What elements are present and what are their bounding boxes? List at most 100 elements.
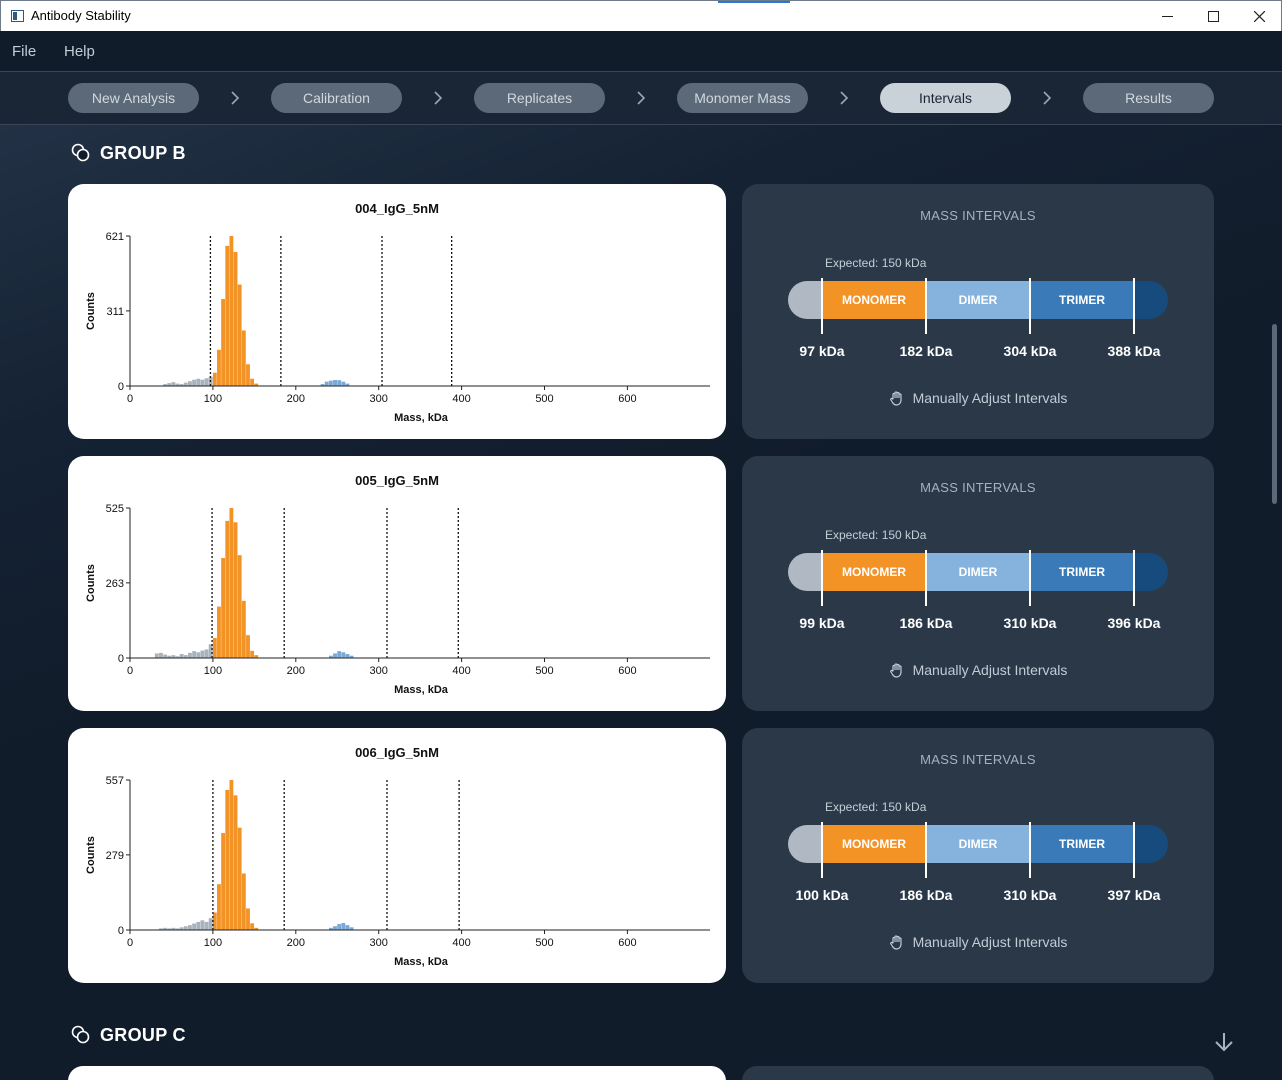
histogram-bar [320, 384, 325, 386]
manually-adjust-intervals-button[interactable]: Manually Adjust Intervals [742, 390, 1214, 406]
monomer-segment: MONOMER [822, 825, 926, 863]
mass-intervals-heading: MASS INTERVALS [920, 208, 1036, 223]
histogram-bar [241, 873, 246, 930]
y-ticks: 0 263 525 [106, 503, 130, 665]
maximize-button[interactable] [1190, 1, 1236, 32]
histogram-bar [328, 655, 333, 658]
interval-handle[interactable] [821, 550, 823, 606]
expected-mass-label: Expected: 150 kDa [825, 528, 927, 542]
histogram-bars [159, 780, 354, 930]
chart-card: 005_IgG_5nM 0 263 525 0 100 200 300 400 500 600 … [68, 456, 726, 711]
y-ticks: 0 279 557 [106, 775, 130, 937]
step-intervals[interactable]: Intervals [880, 83, 1011, 113]
histogram-bar [183, 655, 188, 658]
interval-value: 388 kDa [1107, 343, 1161, 359]
histogram-bar [328, 927, 333, 930]
workflow-stepper: New Analysis Calibration Replicates Mono… [0, 72, 1282, 125]
x-tick-label: 400 [452, 393, 470, 405]
hand-icon [889, 935, 902, 950]
close-button[interactable] [1236, 1, 1282, 32]
interval-handle[interactable] [925, 550, 927, 606]
scroll-down-arrow-icon[interactable] [1212, 1030, 1236, 1054]
menu-help[interactable]: Help [64, 43, 95, 60]
histogram-bar [345, 925, 350, 930]
app-icon [11, 10, 24, 22]
histogram-bar [196, 652, 201, 658]
adjust-label: Manually Adjust Intervals [912, 390, 1068, 406]
manually-adjust-intervals-button[interactable]: Manually Adjust Intervals [742, 662, 1214, 678]
chart-title: 004_IgG_5nM [355, 201, 439, 216]
menu-file[interactable]: File [12, 43, 37, 60]
histogram-bar [204, 378, 209, 386]
interval-handle[interactable] [925, 278, 927, 334]
histogram-bar [179, 927, 184, 930]
chart-card-partial [68, 1066, 726, 1080]
histogram-bar [225, 520, 230, 658]
interval-handle[interactable] [821, 278, 823, 334]
histogram-bar [341, 922, 346, 930]
interval-handle[interactable] [1029, 822, 1031, 878]
monomer-segment: MONOMER [822, 553, 926, 591]
histogram-bar [183, 926, 188, 930]
x-tick-label: 300 [370, 937, 388, 949]
step-calibration[interactable]: Calibration [271, 83, 402, 113]
x-tick-label: 400 [452, 937, 470, 949]
histogram-bar [163, 927, 168, 930]
hand-icon [889, 391, 902, 406]
histogram-bar [254, 655, 259, 658]
interval-handle[interactable] [1133, 278, 1135, 334]
interval-value: 186 kDa [899, 887, 953, 903]
x-tick-label: 100 [204, 665, 222, 677]
trimer-segment: TRIMER [1030, 553, 1134, 591]
histogram-bar [163, 654, 168, 658]
above-trimer-segment [1134, 825, 1168, 863]
histogram-bar [237, 284, 242, 386]
histogram-bar [229, 780, 234, 930]
step-monomer-mass[interactable]: Monomer Mass [677, 83, 808, 113]
y-tick-label: 525 [106, 503, 124, 515]
group-c-heading: GROUP C [70, 1024, 186, 1046]
histogram-bar [229, 236, 234, 386]
x-tick-label: 600 [618, 665, 636, 677]
interval-handle[interactable] [925, 822, 927, 878]
interval-value: 100 kDa [795, 887, 849, 903]
histogram-bar [217, 884, 221, 930]
dimer-segment: DIMER [926, 553, 1030, 591]
trimer-segment: TRIMER [1030, 281, 1134, 319]
histogram-bar [217, 349, 221, 386]
x-tick-label: 600 [618, 393, 636, 405]
histogram-bar [237, 827, 242, 930]
group-icon [71, 1025, 90, 1044]
interval-bar: MONOMER DIMER TRIMER [788, 825, 1168, 863]
window-title-bar: Antibody Stability [0, 0, 1282, 31]
y-tick-label: 0 [118, 925, 124, 937]
manually-adjust-intervals-button[interactable]: Manually Adjust Intervals [742, 934, 1214, 950]
histogram-bar [337, 924, 342, 930]
step-new-analysis[interactable]: New Analysis [68, 83, 199, 113]
group-b-heading: GROUP B [70, 142, 186, 164]
histogram-bar [163, 384, 168, 386]
histogram-bar [212, 638, 217, 658]
histogram-bar [212, 372, 217, 386]
interval-handle[interactable] [821, 822, 823, 878]
minimize-button[interactable] [1144, 1, 1190, 32]
step-replicates[interactable]: Replicates [474, 83, 605, 113]
histogram-bar [159, 928, 163, 930]
y-tick-label: 0 [118, 381, 124, 393]
interval-handle[interactable] [1133, 822, 1135, 878]
interval-lines [209, 236, 453, 386]
interval-handle[interactable] [1029, 278, 1031, 334]
interval-handle[interactable] [1133, 550, 1135, 606]
interval-bar: MONOMER DIMER TRIMER [788, 553, 1168, 591]
histogram-bar [324, 381, 329, 386]
scrollbar-thumb[interactable] [1272, 324, 1277, 504]
chevron-right-icon [637, 91, 646, 105]
interval-handle[interactable] [1029, 550, 1031, 606]
histogram-bar [254, 383, 259, 386]
chevron-right-icon [840, 91, 849, 105]
below-monomer-segment [788, 281, 822, 319]
step-results[interactable]: Results [1083, 83, 1214, 113]
menu-bar: File Help [0, 31, 1282, 72]
